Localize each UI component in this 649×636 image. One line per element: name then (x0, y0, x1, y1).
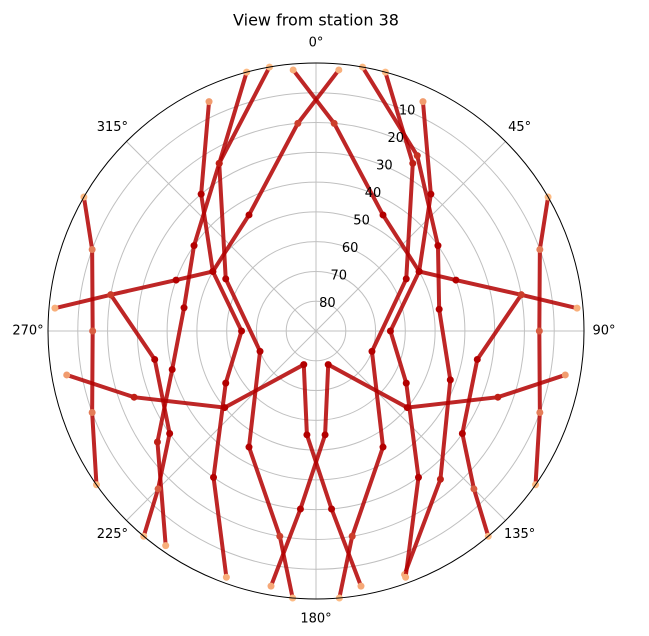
point (89, 327, 97, 335)
track (533, 195, 551, 487)
point (222, 275, 230, 283)
point (573, 304, 581, 312)
point (402, 379, 410, 387)
theta-grid-line (126, 141, 317, 332)
track (52, 67, 341, 311)
point (517, 291, 525, 299)
point (168, 366, 176, 374)
point (267, 582, 275, 590)
point (151, 355, 159, 363)
theta-tick-label: 0° (309, 36, 324, 51)
r-tick-label: 30 (376, 158, 393, 173)
point (222, 573, 230, 581)
point (470, 485, 478, 493)
point (402, 275, 410, 283)
point (321, 431, 329, 439)
point (414, 473, 422, 481)
point (348, 532, 356, 540)
r-tick-label: 70 (331, 268, 348, 283)
point (402, 573, 410, 581)
point (434, 242, 442, 250)
point (436, 475, 444, 483)
chart-title: View from station 38 (233, 11, 399, 30)
point (435, 305, 443, 313)
r-tick-label: 60 (342, 241, 359, 256)
point (63, 371, 71, 379)
theta-tick-label: 45° (508, 120, 531, 135)
point (452, 276, 460, 284)
point (330, 119, 338, 127)
theta-tick-label: 180° (300, 612, 331, 627)
r-tick-label: 40 (365, 186, 382, 201)
point (409, 159, 417, 167)
point (238, 327, 246, 335)
point (535, 327, 543, 335)
point (276, 532, 284, 540)
point (209, 267, 217, 275)
polar-frame (47, 62, 585, 600)
point (153, 438, 161, 446)
point (88, 246, 96, 254)
point (180, 304, 188, 312)
point (190, 242, 198, 250)
r-tick-label: 50 (353, 213, 370, 228)
r-tick-label: 20 (387, 131, 404, 146)
point (473, 355, 481, 363)
point (166, 429, 174, 437)
point (536, 408, 544, 416)
point (88, 408, 96, 416)
point (294, 119, 302, 127)
theta-tick-label: 90° (592, 324, 615, 339)
point (303, 431, 311, 439)
point (245, 211, 253, 219)
point (335, 66, 343, 74)
point (300, 361, 308, 369)
point (215, 159, 223, 167)
point (427, 190, 435, 198)
point (494, 393, 502, 401)
point (379, 211, 387, 219)
point (368, 347, 376, 355)
point (210, 473, 218, 481)
track (81, 195, 99, 487)
point (536, 246, 544, 254)
point (386, 327, 394, 335)
point (130, 393, 138, 401)
point (458, 429, 466, 437)
point (357, 582, 365, 590)
point (446, 376, 454, 384)
point (197, 190, 205, 198)
point (296, 505, 304, 513)
theta-tick-label: 270° (12, 324, 43, 339)
point (403, 404, 411, 412)
point (245, 443, 253, 451)
point (205, 98, 213, 106)
point (419, 98, 427, 106)
point (107, 291, 115, 299)
point (415, 267, 423, 275)
point (289, 66, 297, 74)
point (154, 485, 162, 493)
r-tick-label: 80 (319, 296, 336, 311)
theta-grid-line (315, 141, 506, 332)
point (379, 443, 387, 451)
point (413, 152, 421, 160)
point (51, 304, 59, 312)
theta-tick-label: 225° (97, 527, 128, 542)
point (162, 542, 170, 550)
point (328, 505, 336, 513)
point (221, 404, 229, 412)
r-tick-label: 10 (399, 103, 416, 118)
point (256, 347, 264, 355)
point (222, 379, 230, 387)
point (172, 276, 180, 284)
point (324, 361, 332, 369)
theta-tick-label: 315° (97, 120, 128, 135)
theta-tick-label: 135° (504, 527, 535, 542)
point (561, 371, 569, 379)
